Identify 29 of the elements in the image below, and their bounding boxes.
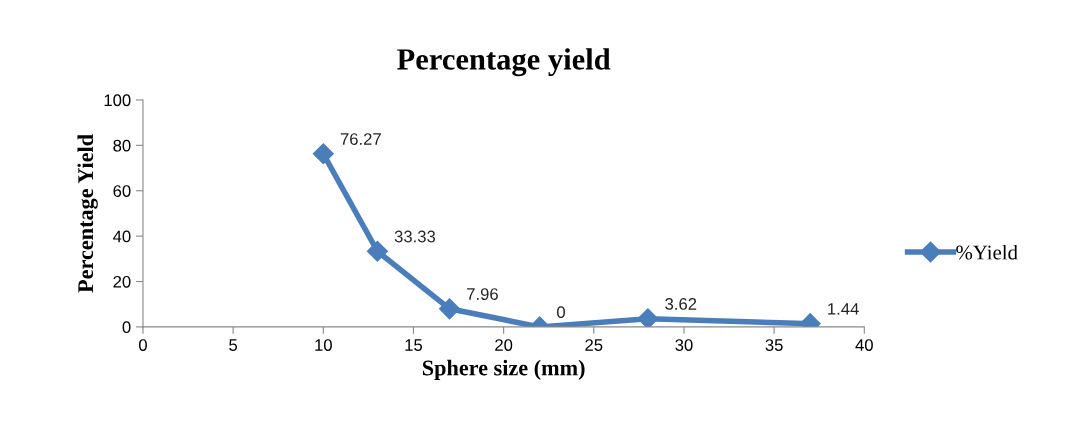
data-label: 33.33 <box>394 230 436 243</box>
y-tick-label: 20 <box>113 275 131 288</box>
point <box>637 308 659 327</box>
x-tick-label: 20 <box>495 339 513 351</box>
x-tick-label: 15 <box>405 339 423 351</box>
data-label: 76.27 <box>340 133 381 145</box>
y-tick-label: 80 <box>113 139 131 152</box>
y-axis-title: Percentage Yield <box>77 134 98 293</box>
x-tick-label: 40 <box>855 339 873 351</box>
legend-label: %Yield <box>956 244 1018 260</box>
point <box>312 143 334 165</box>
y-tick-label: 40 <box>113 230 131 243</box>
y-tick-label: 60 <box>113 185 131 197</box>
x-tick-label: 0 <box>139 339 147 351</box>
data-label: 0 <box>557 306 565 319</box>
data-label: 1.44 <box>828 303 859 315</box>
point <box>366 240 388 262</box>
data-label: 3.62 <box>665 298 697 310</box>
x-tick-label: 25 <box>585 339 603 351</box>
y-tick-label: 100 <box>104 94 131 107</box>
x-tick-label: 35 <box>765 339 783 351</box>
data-label: 7.96 <box>467 288 498 300</box>
x-tick-label: 30 <box>675 339 693 351</box>
x-tick-label: 5 <box>229 339 238 351</box>
x-axis-title: Sphere size (mm) <box>422 359 585 380</box>
chart-title: Percentage yield <box>397 48 611 77</box>
y-tick-label: 0 <box>122 321 131 334</box>
point <box>439 298 461 320</box>
x-tick-label: 10 <box>315 339 332 351</box>
